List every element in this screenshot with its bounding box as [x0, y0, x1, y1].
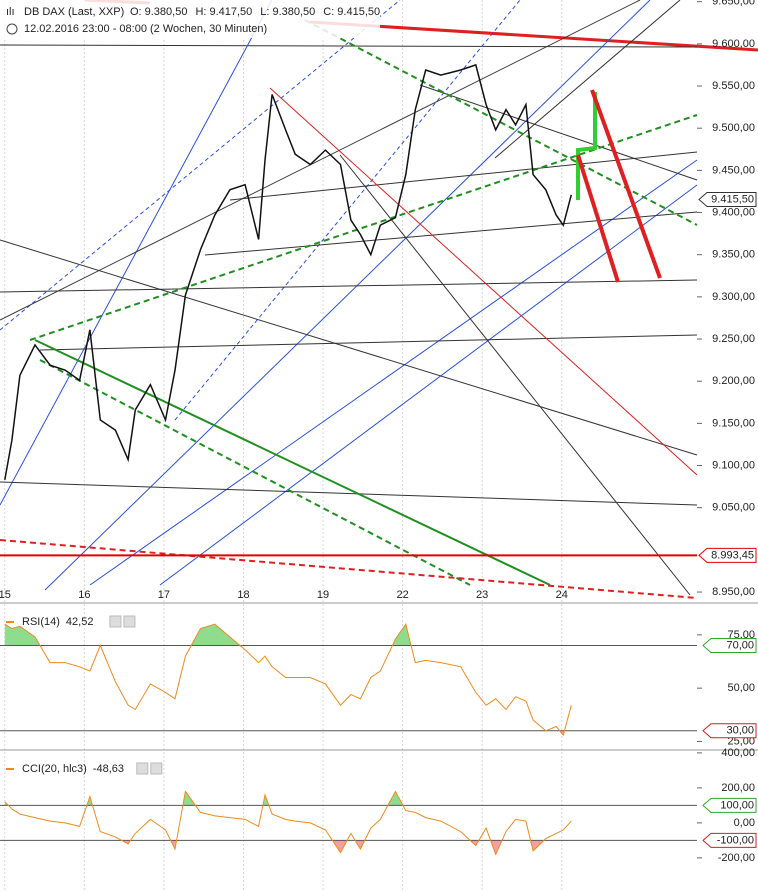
header-background [0, 0, 380, 38]
indicator-title: RSI(14) [22, 616, 60, 628]
ohlc-value: 9.417,50 [209, 6, 252, 18]
trendline [204, 211, 698, 256]
panel-button[interactable] [109, 615, 122, 628]
ohlc-name: O: [130, 6, 142, 18]
trendline [39, 334, 698, 351]
y-tick-label: 9.550,00 [712, 80, 755, 92]
trendline [0, 239, 698, 456]
y-tick-label: 400,00 [721, 747, 755, 759]
y-tick-label: 50,00 [727, 682, 755, 694]
trendline [0, 0, 641, 321]
x-tick-label: 17 [158, 589, 170, 601]
trendline [0, 44, 698, 48]
trendline [29, 114, 698, 341]
level-tag [702, 723, 757, 739]
x-tick-label: 18 [237, 589, 249, 601]
y-tick-label: 9.500,00 [712, 122, 755, 134]
trendline [39, 359, 471, 586]
price-tag [698, 547, 757, 563]
x-tick-label: 24 [556, 589, 568, 601]
y-tick-label: 9.600,00 [712, 38, 755, 50]
series-line [4, 623, 572, 737]
ohlc-value: 9.380,50 [272, 6, 315, 18]
y-tick-label: 9.200,00 [712, 375, 755, 387]
level-label: 30,00 [726, 725, 754, 737]
x-tick-label: 16 [78, 589, 90, 601]
y-tick-label: 9.250,00 [712, 333, 755, 345]
ohlc-name: L: [260, 6, 269, 18]
indicator-title: CCI(20, hlc3) [22, 763, 87, 775]
plot [0, 63, 697, 856]
trendline [0, 539, 698, 599]
trendline [309, 20, 758, 52]
x-tick-label: 23 [476, 589, 488, 601]
trendline [0, 0, 401, 331]
arrow [576, 154, 620, 283]
panel-button[interactable] [136, 762, 149, 775]
level-label: 70,00 [726, 639, 754, 651]
trendlines [0, 0, 758, 599]
indicator-value: 42,52 [66, 616, 94, 628]
y-tick-label: 9.400,00 [712, 206, 755, 218]
y-tick-label: 9.350,00 [712, 249, 755, 261]
level-tag [702, 638, 757, 654]
arrow [576, 92, 597, 200]
price-tag-label: 9.415,50 [711, 193, 754, 205]
chart-subtitle: 12.02.2016 23:00 - 08:00 (2 Wochen, 30 M… [24, 23, 267, 35]
trendline [34, 339, 551, 586]
level-tag [702, 832, 757, 848]
chart-title: DB DAX (Last, XXP) [24, 6, 124, 18]
ohlc-value: 9.380,50 [145, 6, 188, 18]
y-tick-label: 8.950,00 [712, 586, 755, 598]
y-tick-label: 75,00 [727, 629, 755, 641]
chart-icon: ılı [6, 6, 15, 18]
trendline [339, 154, 691, 596]
x-tick-label: 19 [317, 589, 329, 601]
panel-button[interactable] [150, 762, 163, 775]
ohlc-name: C: [323, 6, 334, 18]
y-tick-label: 9.650,00 [712, 0, 755, 8]
trendline [304, 19, 698, 226]
trendline [419, 84, 698, 181]
price-tag-label: 8.993,45 [711, 549, 754, 561]
y-tick-label: 9.450,00 [712, 164, 755, 176]
y-tick-label: 9.300,00 [712, 291, 755, 303]
x-tick-label: 15 [0, 589, 11, 601]
series-line [4, 790, 572, 856]
trendline [0, 279, 698, 293]
level-label: 100,00 [720, 799, 754, 811]
trendline [269, 87, 698, 476]
series-line [4, 63, 573, 481]
trendline [89, 159, 698, 586]
labels: O: 9.380,50 H: 9.417,50 L: 9.380,50 C: 9.415,50… [0, 0, 757, 864]
x-tick-label: 22 [396, 589, 408, 601]
y-tick-label: 9.100,00 [712, 459, 755, 471]
level-label: -100,00 [717, 834, 754, 846]
y-tick-label: 200,00 [721, 782, 755, 794]
trendline [44, 0, 651, 591]
level-tag [702, 797, 757, 813]
y-tick-label: -200,00 [718, 852, 755, 864]
indicator-value: -48,63 [93, 763, 124, 775]
y-tick-label: 25,00 [727, 735, 755, 747]
grid [4, 0, 702, 892]
clock-icon [6, 23, 18, 35]
level-fill [4, 624, 412, 646]
ohlc-name: H: [195, 6, 206, 18]
trendline [0, 481, 698, 506]
y-tick-label: 9.050,00 [712, 502, 755, 514]
price-tag [698, 191, 757, 207]
trendline [494, 0, 681, 159]
y-tick-label: 0,00 [734, 817, 755, 829]
panel-button[interactable] [123, 615, 136, 628]
ohlc-value: 9.415,50 [337, 6, 380, 18]
y-tick-label: 9.150,00 [712, 417, 755, 429]
arrow [590, 89, 662, 279]
